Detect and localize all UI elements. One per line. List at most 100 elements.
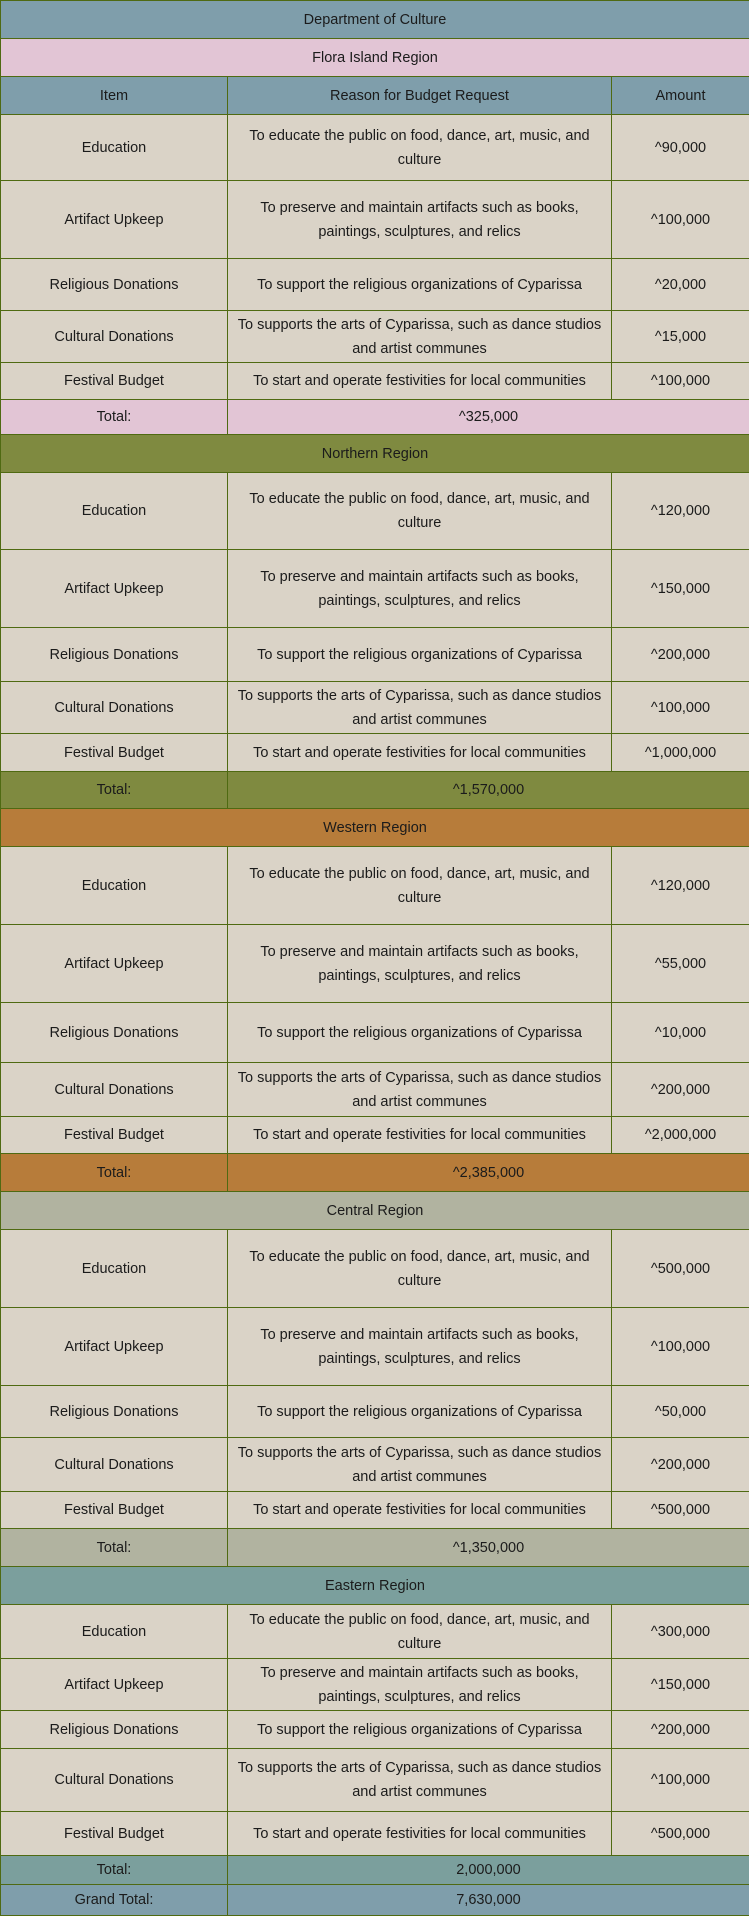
amount-cell: ^150,000 xyxy=(612,550,749,628)
item-cell: Artifact Upkeep xyxy=(1,925,228,1003)
region-total-row: Total:^1,570,000 xyxy=(1,772,749,809)
total-value: ^2,385,000 xyxy=(228,1154,749,1192)
region-name: Central Region xyxy=(1,1192,749,1230)
reason-cell: To start and operate festivities for loc… xyxy=(228,1492,612,1529)
amount-cell: ^200,000 xyxy=(612,1063,749,1117)
region-total-row: Total:2,000,000 xyxy=(1,1856,749,1885)
amount-cell: ^500,000 xyxy=(612,1230,749,1308)
region-name: Western Region xyxy=(1,809,749,847)
total-value: 2,000,000 xyxy=(228,1856,749,1885)
item-cell: Cultural Donations xyxy=(1,682,228,734)
item-cell: Religious Donations xyxy=(1,1711,228,1749)
item-cell: Artifact Upkeep xyxy=(1,550,228,628)
reason-cell: To educate the public on food, dance, ar… xyxy=(228,473,612,550)
amount-cell: ^20,000 xyxy=(612,259,749,311)
reason-cell: To educate the public on food, dance, ar… xyxy=(228,1605,612,1659)
region-total-row: Total:^325,000 xyxy=(1,400,749,435)
item-cell: Festival Budget xyxy=(1,1492,228,1529)
region-header-row: Central Region xyxy=(1,1192,749,1230)
reason-cell: To start and operate festivities for loc… xyxy=(228,734,612,772)
reason-cell: To preserve and maintain artifacts such … xyxy=(228,550,612,628)
reason-cell: To supports the arts of Cyparissa, such … xyxy=(228,1063,612,1117)
total-label: Total: xyxy=(1,1154,228,1192)
amount-cell: ^50,000 xyxy=(612,1386,749,1438)
item-cell: Education xyxy=(1,1230,228,1308)
column-header-item: Item xyxy=(1,77,228,115)
item-cell: Cultural Donations xyxy=(1,311,228,363)
amount-cell: ^100,000 xyxy=(612,363,749,400)
region-name: Northern Region xyxy=(1,435,749,473)
total-label: Total: xyxy=(1,772,228,809)
reason-cell: To supports the arts of Cyparissa, such … xyxy=(228,311,612,363)
region-header-row: Northern Region xyxy=(1,435,749,473)
amount-cell: ^500,000 xyxy=(612,1812,749,1856)
amount-cell: ^100,000 xyxy=(612,682,749,734)
item-cell: Artifact Upkeep xyxy=(1,1659,228,1711)
total-value: ^1,350,000 xyxy=(228,1529,749,1567)
item-cell: Education xyxy=(1,473,228,550)
reason-cell: To educate the public on food, dance, ar… xyxy=(228,1230,612,1308)
reason-cell: To support the religious organizations o… xyxy=(228,1386,612,1438)
total-label: Total: xyxy=(1,1529,228,1567)
reason-cell: To supports the arts of Cyparissa, such … xyxy=(228,1749,612,1812)
reason-cell: To start and operate festivities for loc… xyxy=(228,1117,612,1154)
amount-cell: ^150,000 xyxy=(612,1659,749,1711)
region-name: Flora Island Region xyxy=(1,39,749,77)
reason-cell: To support the religious organizations o… xyxy=(228,1711,612,1749)
item-cell: Festival Budget xyxy=(1,1117,228,1154)
item-cell: Artifact Upkeep xyxy=(1,181,228,259)
region-header-row: Western Region xyxy=(1,809,749,847)
item-cell: Religious Donations xyxy=(1,1003,228,1063)
item-cell: Cultural Donations xyxy=(1,1063,228,1117)
reason-cell: To supports the arts of Cyparissa, such … xyxy=(228,682,612,734)
reason-cell: To support the religious organizations o… xyxy=(228,628,612,682)
item-cell: Cultural Donations xyxy=(1,1438,228,1492)
column-header-reason: Reason for Budget Request xyxy=(228,77,612,115)
grand-total-label: Grand Total: xyxy=(1,1885,228,1916)
amount-cell: ^2,000,000 xyxy=(612,1117,749,1154)
amount-cell: ^100,000 xyxy=(612,181,749,259)
region-name: Eastern Region xyxy=(1,1567,749,1605)
amount-cell: ^500,000 xyxy=(612,1492,749,1529)
amount-cell: ^120,000 xyxy=(612,473,749,550)
item-cell: Festival Budget xyxy=(1,1812,228,1856)
amount-cell: ^200,000 xyxy=(612,628,749,682)
grand-total-value: 7,630,000 xyxy=(228,1885,749,1916)
item-cell: Religious Donations xyxy=(1,259,228,311)
item-cell: Festival Budget xyxy=(1,734,228,772)
item-cell: Religious Donations xyxy=(1,628,228,682)
item-cell: Cultural Donations xyxy=(1,1749,228,1812)
amount-cell: ^1,000,000 xyxy=(612,734,749,772)
item-cell: Education xyxy=(1,115,228,181)
column-header-amount: Amount xyxy=(612,77,749,115)
title-row: Department of Culture xyxy=(1,1,749,39)
reason-cell: To support the religious organizations o… xyxy=(228,259,612,311)
reason-cell: To start and operate festivities for loc… xyxy=(228,363,612,400)
item-cell: Education xyxy=(1,1605,228,1659)
reason-cell: To supports the arts of Cyparissa, such … xyxy=(228,1438,612,1492)
amount-cell: ^120,000 xyxy=(612,847,749,925)
amount-cell: ^300,000 xyxy=(612,1605,749,1659)
